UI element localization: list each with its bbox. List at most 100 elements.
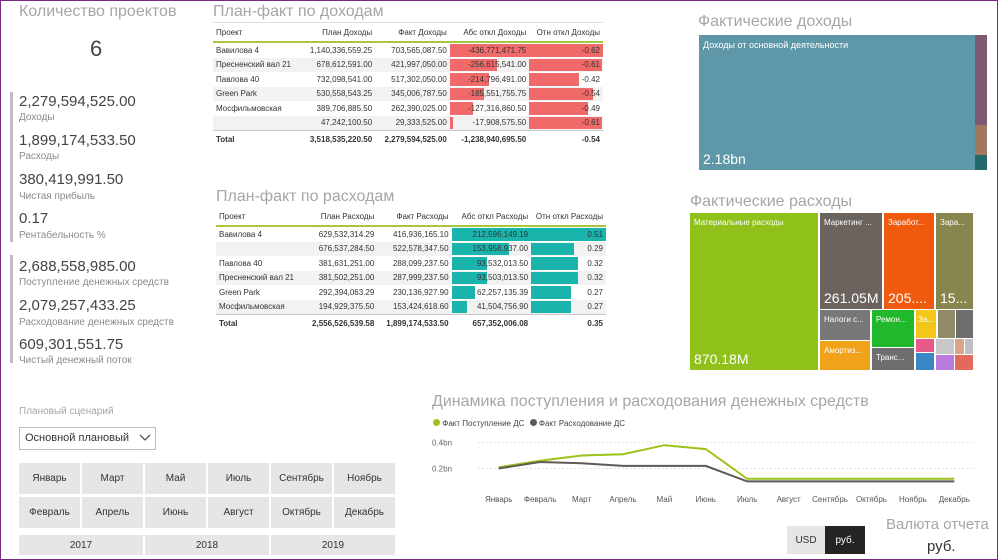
kpi-cash-out-value: 2,079,257,433.25 — [19, 297, 136, 314]
table-row[interactable]: Павлова 40 732,098,541.00 517,302,050.00 -2… — [213, 72, 603, 87]
treemap-tile[interactable] — [965, 339, 973, 354]
income-table: Проект План Доходы Факт Доходы Абс откл … — [213, 22, 603, 147]
treemap-tile-transport[interactable]: Транс... — [872, 348, 914, 370]
month-button-jan[interactable]: Январь — [19, 463, 80, 494]
data-bar — [449, 58, 497, 71]
cell-value: 41,504,756.90 — [476, 302, 529, 312]
treemap-tile-other[interactable]: За... — [916, 310, 936, 338]
treemap-tile[interactable] — [956, 310, 973, 338]
treemap-tile-materials[interactable]: Материальные расходы 870.18M — [690, 213, 818, 370]
data-bar — [449, 73, 489, 86]
kpi-cash-in-label: Поступление денежных средств — [19, 277, 169, 288]
year-button-2018[interactable]: 2018 — [145, 535, 269, 555]
col-fact[interactable]: Факт Расходы — [377, 207, 452, 227]
data-bar — [529, 87, 594, 100]
table-row[interactable]: Мосфильмовская 194,929,375.50 153,424,618.… — [216, 299, 606, 315]
tile-value: 205.... — [888, 290, 927, 306]
currency-rub-button[interactable]: руб. — [825, 526, 865, 554]
col-rel[interactable]: Отн откл Доходы — [529, 22, 603, 43]
treemap-tile-main-income[interactable]: Доходы от основной деятельности 2.18bn — [699, 35, 975, 170]
month-button-aug[interactable]: Август — [208, 497, 269, 528]
series-line-outflow[interactable] — [498, 460, 955, 483]
treemap-tile[interactable] — [955, 339, 964, 354]
expense-table-title: План-факт по расходам — [216, 188, 395, 205]
scenario-dropdown[interactable]: Основной плановый — [19, 427, 156, 450]
cell-value: -17,908,575.50 — [472, 118, 527, 128]
table-row[interactable]: Пресненский вал 21 381,502,251.00 287,999,… — [216, 270, 606, 285]
data-bar — [449, 116, 454, 129]
treemap-tile[interactable] — [975, 155, 987, 170]
month-button-apr[interactable]: Апрель — [82, 497, 143, 528]
treemap-tile[interactable] — [975, 125, 987, 155]
month-button-nov[interactable]: Ноябрь — [334, 463, 395, 494]
x-tick-label: Декабрь — [939, 495, 970, 504]
table-row[interactable]: Мосфильмовская 389,706,885.50 262,390,025.… — [213, 101, 603, 116]
col-abs[interactable]: Абс откл Расходы — [451, 207, 532, 227]
col-rel[interactable]: Отн откл Расходы — [531, 207, 606, 227]
treemap-tile[interactable] — [936, 355, 954, 370]
year-button-2019[interactable]: 2019 — [271, 535, 395, 555]
x-tick-label: Ноябрь — [899, 495, 927, 504]
cell-value: 0.51 — [587, 229, 603, 239]
col-plan[interactable]: План Расходы — [303, 207, 378, 227]
total-abs: -1,238,940,695.50 — [449, 130, 530, 147]
series-line-inflow[interactable] — [498, 444, 955, 480]
legend-item-outflow[interactable]: Факт Расходование ДС — [538, 419, 626, 428]
treemap-tile[interactable] — [975, 35, 987, 125]
treemap-tile-depreciation[interactable]: Амортиз... — [820, 341, 870, 370]
treemap-tile-repair[interactable]: Ремон... — [872, 310, 914, 347]
month-button-may[interactable]: Май — [145, 463, 206, 494]
rel-deviation-cell: -0.61 — [529, 115, 603, 131]
month-button-oct[interactable]: Октябрь — [271, 497, 332, 528]
rel-deviation-cell: -0.49 — [529, 101, 603, 116]
table-row[interactable]: Пресненский вал 21 678,612,591.00 421,997,… — [213, 57, 603, 72]
col-project[interactable]: Проект — [216, 207, 304, 227]
month-button-jun[interactable]: Июнь — [145, 497, 206, 528]
table-row[interactable]: Green Park 530,558,543.25 345,006,787.50 -1… — [213, 86, 603, 101]
treemap-tile[interactable] — [955, 355, 973, 370]
table-row[interactable]: Павлова 40 381,631,251.00 288,099,237.50 93… — [216, 256, 606, 271]
table-row[interactable]: Green Park 292,394,063.29 230,136,927.90 62… — [216, 285, 606, 300]
month-button-dec[interactable]: Декабрь — [334, 497, 395, 528]
expense-treemap-title: Фактические расходы — [690, 193, 853, 210]
col-project[interactable]: Проект — [213, 22, 301, 43]
project-cell: Green Park — [213, 86, 301, 101]
treemap-tile[interactable] — [936, 339, 954, 354]
chart-legend: Факт Поступление ДС Факт Расходование ДС — [433, 419, 625, 428]
col-fact[interactable]: Факт Доходы — [375, 22, 450, 43]
x-tick-label: Март — [572, 495, 591, 504]
month-button-mar[interactable]: Март — [82, 463, 143, 494]
project-cell — [213, 115, 301, 131]
treemap-tile-taxes[interactable]: Налоги с... — [820, 310, 870, 340]
treemap-tile-salary2[interactable]: Зара... 15... — [936, 213, 973, 309]
treemap-tile[interactable] — [916, 339, 934, 352]
table-row[interactable]: 676,537,284.50 522,578,347.50 153,958,937.… — [216, 241, 606, 256]
month-button-jul[interactable]: Июль — [208, 463, 269, 494]
col-plan[interactable]: План Доходы — [300, 22, 376, 43]
data-bar — [451, 286, 475, 299]
tile-label: Транс... — [876, 353, 905, 362]
month-button-sep[interactable]: Сентябрь — [271, 463, 332, 494]
tile-label: Ремон... — [876, 315, 907, 324]
legend-dot-icon — [433, 419, 440, 426]
table-row[interactable]: 47,242,100.50 29,333,525.00 -17,908,575.50… — [213, 115, 603, 131]
legend-item-inflow[interactable]: Факт Поступление ДС — [442, 419, 525, 428]
col-abs[interactable]: Абс откл Доходы — [449, 22, 530, 43]
year-button-2017[interactable]: 2017 — [19, 535, 143, 555]
kpi-margin-value: 0.17 — [19, 210, 49, 227]
table-row[interactable]: Вавилова 4 629,532,314.29 416,936,165.10 21… — [216, 226, 606, 242]
treemap-tile[interactable] — [916, 353, 934, 370]
month-button-feb[interactable]: Февраль — [19, 497, 80, 528]
kpi-group-bar — [10, 255, 13, 363]
treemap-tile[interactable] — [938, 310, 955, 338]
table-row[interactable]: Вавилова 4 1,140,336,559.25 703,565,087.50… — [213, 42, 603, 58]
fact-cell: 288,099,237.50 — [392, 258, 449, 268]
tile-value: 261.05M — [824, 290, 879, 306]
currency-usd-button[interactable]: USD — [787, 526, 825, 554]
cashflow-line-chart: 0.4bn 0.2bn Январь Февраль Март Апрель Май Июнь… — [432, 439, 975, 504]
income-table-title: План-факт по доходам — [213, 3, 384, 20]
treemap-tile-marketing[interactable]: Маркетинг ... 261.05M — [820, 213, 882, 309]
treemap-tile-salary[interactable]: Заработ... 205.... — [884, 213, 934, 309]
cell-value: -0.61 — [581, 60, 600, 70]
cell-value: 0.27 — [587, 287, 603, 297]
